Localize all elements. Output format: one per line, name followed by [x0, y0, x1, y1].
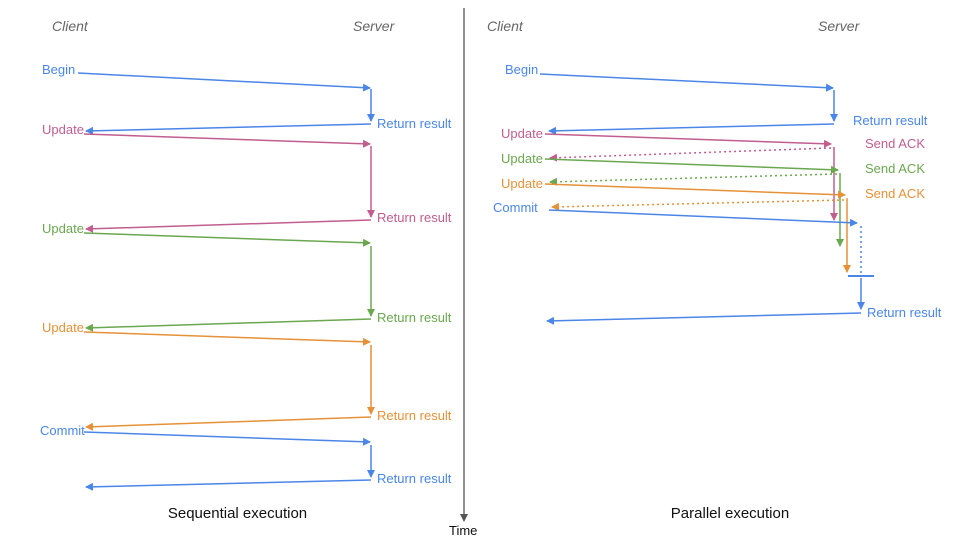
parallel-update3-ack-label: Send ACK: [865, 186, 925, 201]
sequential-update1-arrows: [83, 133, 375, 233]
sequential-begin-label: Begin: [42, 62, 76, 77]
parallel-update2-label: Update: [501, 151, 543, 166]
sequential-update2-arrows: [83, 232, 375, 332]
sequential-panel-title: Sequential execution: [167, 505, 308, 522]
parallel-begin-label: Begin: [505, 62, 539, 77]
parallel-update2-ack-label: Send ACK: [865, 161, 925, 176]
sequential-commit-arrows: [83, 431, 375, 491]
time-axis-label: Time: [449, 523, 478, 538]
parallel-client-heading: Client: [487, 18, 523, 34]
parallel-update2-arrows: [544, 158, 844, 247]
sequential-update3-arrows: [83, 331, 375, 431]
parallel-update3-label: Update: [501, 176, 543, 191]
sequential-commit-label: Commit: [40, 423, 85, 438]
sequential-update2-label: Update: [42, 221, 84, 236]
sequential-update3-label: Update: [42, 320, 84, 335]
parallel-update3-arrows: [544, 183, 851, 273]
parallel-update1-label: Update: [501, 126, 543, 141]
parallel-begin-arrows: [539, 73, 838, 135]
sequential-client-heading: Client: [52, 18, 88, 34]
parallel-commit-arrows: [546, 209, 874, 325]
sequential-server-heading: Server: [353, 18, 395, 34]
parallel-panel-title: Parallel execution: [670, 505, 790, 522]
parallel-update1-ack-label: Send ACK: [865, 136, 925, 151]
parallel-server-heading: Server: [818, 18, 860, 34]
sequential-update3-response-label: Return result: [377, 408, 452, 423]
sequential-update1-label: Update: [42, 122, 84, 137]
parallel-update1-arrows: [544, 133, 838, 221]
sequential-begin-arrows: [77, 72, 375, 135]
sequential-commit-response-label: Return result: [377, 471, 452, 486]
parallel-begin-response-label: Return result: [853, 113, 928, 128]
parallel-commit-label: Commit: [493, 200, 538, 215]
parallel-commit-response-label: Return result: [867, 305, 942, 320]
sequential-update2-response-label: Return result: [377, 310, 452, 325]
sequential-begin-response-label: Return result: [377, 116, 452, 131]
sequential-update1-response-label: Return result: [377, 210, 452, 225]
